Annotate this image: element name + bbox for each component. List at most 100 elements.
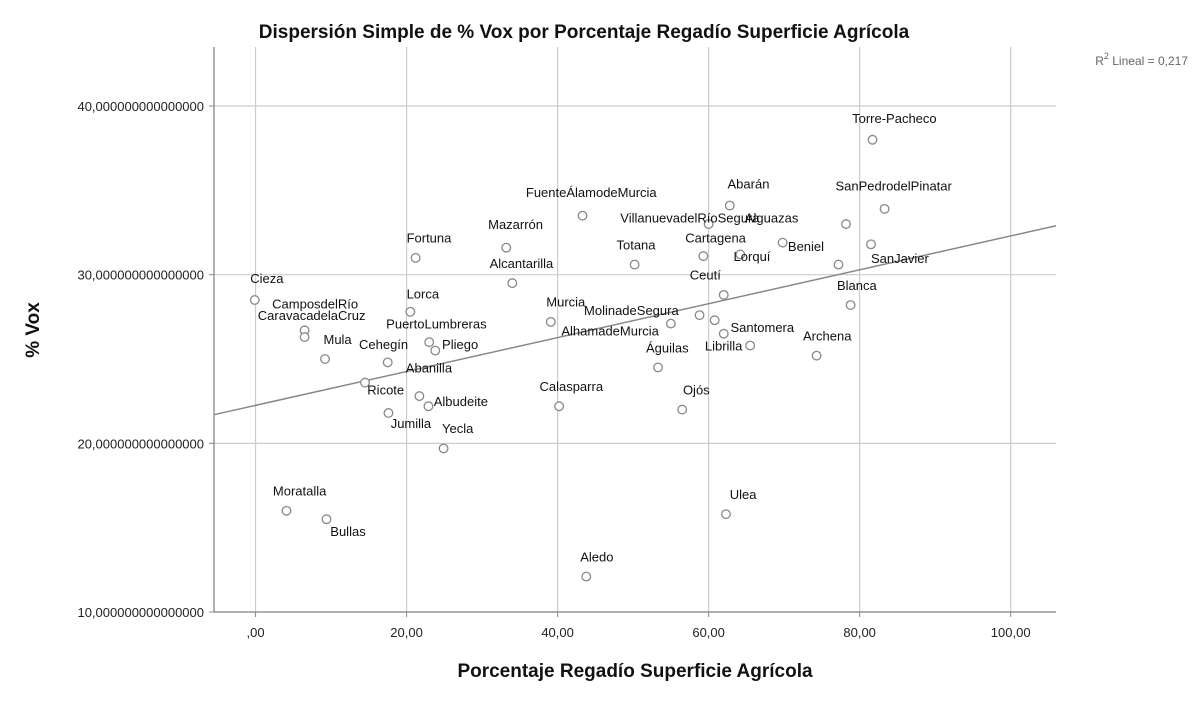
data-point xyxy=(677,404,688,415)
point-label: Albudeite xyxy=(434,394,488,409)
data-point xyxy=(423,401,434,412)
data-point xyxy=(320,354,330,364)
y-tick-label: 20,000000000000000 xyxy=(77,436,204,451)
x-tick-label: 80,00 xyxy=(843,625,876,640)
point-label: SanJavier xyxy=(871,251,929,266)
y-tick-label: 30,000000000000000 xyxy=(77,268,204,283)
data-point xyxy=(841,219,852,230)
point-label: Santomera xyxy=(731,320,795,335)
x-tick-label: 60,00 xyxy=(692,625,725,640)
data-point xyxy=(811,350,822,361)
point-label: Yecla xyxy=(442,421,474,436)
data-point xyxy=(745,340,756,351)
x-tick-label: 40,00 xyxy=(541,625,574,640)
point-label: Pliego xyxy=(442,337,478,352)
tick-labels: ,00 20,00 40,00 60,00 80,00 100,00 10,00000000… xyxy=(77,99,1030,640)
data-point xyxy=(879,203,890,214)
point-label: Torre-Pacheco xyxy=(852,111,937,126)
point-label: Abarán xyxy=(728,177,770,192)
data-point xyxy=(501,242,512,253)
r2-superscript: 2 xyxy=(1104,51,1109,61)
data-point xyxy=(554,401,565,412)
data-point xyxy=(694,310,705,321)
point-label: Totana xyxy=(616,237,656,252)
point-label: CaravacadelaCruz xyxy=(258,308,366,323)
data-point xyxy=(665,318,676,329)
point-label: Calasparra xyxy=(539,379,603,394)
point-label: Blanca xyxy=(837,278,878,293)
point-label: Aledo xyxy=(580,549,613,564)
data-points xyxy=(249,134,890,582)
data-point xyxy=(833,259,844,270)
data-point xyxy=(281,505,292,516)
data-point xyxy=(867,134,878,145)
point-label: Lorquí xyxy=(734,249,771,264)
data-point xyxy=(721,509,731,520)
data-point xyxy=(709,315,720,326)
data-point xyxy=(249,295,260,305)
point-label: Cieza xyxy=(250,271,284,286)
data-point xyxy=(577,210,588,221)
point-label: Moratalla xyxy=(273,484,327,499)
chart-title: Dispersión Simple de % Vox por Porcentaj… xyxy=(259,22,910,43)
point-label: Fortuna xyxy=(407,231,453,246)
point-labels: Torre-Pacheco SanPedrodelPinatar Abarán Fue… xyxy=(250,111,952,565)
data-point xyxy=(698,251,709,262)
point-label: MolinadeSegura xyxy=(584,303,679,318)
x-axis-title: Porcentaje Regadío Superficie Agrícola xyxy=(457,661,813,682)
point-label: Alcantarilla xyxy=(490,256,554,271)
r2-label: R2 Lineal = 0,217 xyxy=(1095,51,1188,68)
point-label: Abanilla xyxy=(406,361,453,376)
point-label: PuertoLumbreras xyxy=(386,317,487,332)
point-label: Ojós xyxy=(683,382,710,397)
y-tick-label: 10,000000000000000 xyxy=(77,605,204,620)
data-point xyxy=(507,278,518,289)
point-label: Mula xyxy=(323,332,352,347)
y-axis-title: % Vox xyxy=(23,302,44,358)
data-point xyxy=(299,332,310,343)
r2-prefix: R xyxy=(1095,54,1104,68)
point-label: Archena xyxy=(803,328,852,343)
point-label: Alguazas xyxy=(745,210,799,225)
data-point xyxy=(383,408,394,418)
point-label: VillanuevadelRíoSegura xyxy=(620,210,760,225)
point-label: Bullas xyxy=(330,524,366,539)
data-point xyxy=(382,357,393,368)
point-label: Beniel xyxy=(788,239,824,254)
data-point xyxy=(424,337,435,348)
data-point xyxy=(653,362,663,373)
x-tick-label: 100,00 xyxy=(991,625,1031,640)
data-point xyxy=(438,443,449,454)
point-label: Jumilla xyxy=(391,416,432,431)
point-label: Cartagena xyxy=(685,231,746,246)
data-point xyxy=(718,328,729,339)
point-label: Mazarrón xyxy=(488,217,543,232)
data-point xyxy=(405,306,416,317)
point-label: Ulea xyxy=(730,487,758,502)
data-point xyxy=(703,219,714,230)
data-point xyxy=(430,345,441,356)
point-label: Águilas xyxy=(646,340,689,355)
fit-line xyxy=(213,225,1057,416)
data-point xyxy=(777,237,788,248)
data-point xyxy=(866,239,876,250)
data-point xyxy=(845,300,856,310)
point-label: Ceutí xyxy=(690,268,721,283)
data-point xyxy=(629,259,640,270)
r2-text: Lineal = 0,217 xyxy=(1109,54,1188,68)
point-label: FuenteÁlamodeMurcia xyxy=(526,185,658,200)
point-label: SanPedrodelPinatar xyxy=(835,178,952,193)
y-tick-label: 40,000000000000000 xyxy=(77,99,204,114)
point-label: CamposdelRío xyxy=(272,296,358,311)
axes xyxy=(209,47,1056,617)
data-point xyxy=(735,249,746,260)
point-label: AlhamadeMurcia xyxy=(561,323,659,338)
data-point xyxy=(545,316,556,327)
data-point xyxy=(724,200,735,211)
data-point xyxy=(410,252,421,263)
data-point xyxy=(581,571,592,582)
fit-line-group xyxy=(213,225,1057,416)
point-label: Cehegín xyxy=(359,337,408,352)
x-tick-label: 20,00 xyxy=(390,625,423,640)
